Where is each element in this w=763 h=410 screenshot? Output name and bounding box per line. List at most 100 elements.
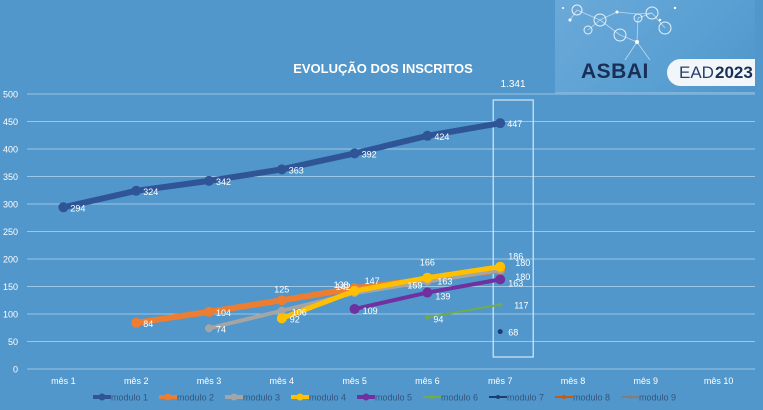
legend: modulo 1 modulo 2 modulo 3 modulo 4 modulo 5… [93,393,676,403]
network-graphic-icon [562,4,677,60]
legend-item: modulo 8 [555,393,610,403]
data-label: 147 [365,276,380,286]
y-tick-label: 300 [3,200,18,210]
data-point [422,130,433,141]
legend-marker [230,393,238,401]
data-label: 68 [508,328,518,338]
legend-label: modulo 3 [243,393,280,403]
legend-label: modulo 7 [507,393,544,403]
y-tick-label: 400 [3,145,18,155]
data-label: 163 [437,276,452,286]
data-point [495,261,506,272]
data-label: 324 [143,187,158,197]
y-tick-label: 450 [3,117,18,127]
data-label: 363 [289,165,304,175]
legend-label: modulo 8 [573,393,610,403]
legend-item: modulo 2 [159,393,214,403]
data-label: 186 [508,252,523,262]
total-annotation: 1.341 [500,79,525,90]
data-point [349,285,360,296]
data-label: 139 [435,292,450,302]
x-tick-label: mês 7 [488,376,513,386]
x-tick-label: mês 9 [634,376,659,386]
data-point [277,306,286,315]
legend-item: modulo 1 [93,393,148,403]
data-point [422,272,433,283]
data-label: 342 [216,177,231,187]
data-label: 104 [216,308,231,318]
legend-item: modulo 9 [621,393,676,403]
data-point [495,274,506,285]
logo-year: 2023 [715,63,753,82]
legend-label: modulo 9 [639,393,676,403]
y-tick-label: 200 [3,255,18,265]
data-label: 142 [336,282,351,292]
data-label: 106 [292,308,307,318]
logo-brand: ASBAI [581,60,649,83]
y-tick-label: 150 [3,282,18,292]
data-label: 163 [508,278,523,288]
series-lines [58,118,506,335]
data-point [349,148,360,159]
legend-item: modulo 7 [489,393,544,403]
x-tick-label: mês 8 [561,376,586,386]
data-point [276,164,287,175]
data-label: 117 [514,301,528,311]
gridlines [27,93,755,370]
data-label: 447 [507,119,522,129]
y-tick-label: 100 [3,310,18,320]
data-label: 84 [143,319,153,329]
series-line-modulo-3 [207,268,503,331]
x-tick-label: mês 1 [51,376,76,386]
legend-item: modulo 3 [225,393,280,403]
data-point [131,317,142,328]
data-label: 74 [216,324,226,334]
x-tick-label: mês 4 [270,376,295,386]
x-tick-label: mês 6 [415,376,440,386]
legend-label: modulo 1 [111,393,148,403]
logo-event: EAD [679,63,714,82]
data-point [425,315,430,320]
legend-marker [430,395,434,399]
chart-title: EVOLUÇÃO DOS INSCRITOS [293,61,473,76]
data-label: 294 [70,203,85,213]
data-label: 180 [515,272,530,282]
data-point [497,329,503,335]
legend-label: modulo 2 [177,393,214,403]
legend-label: modulo 6 [441,393,478,403]
data-point [58,202,69,213]
legend-marker [296,393,304,401]
y-tick-label: 250 [3,227,18,237]
legend-marker [362,393,370,401]
legend-item: modulo 4 [291,393,346,403]
data-point [422,287,433,298]
y-tick-label: 50 [8,337,18,347]
y-tick-label: 0 [13,365,18,375]
data-point [204,175,214,186]
data-point [276,313,287,324]
data-point [276,295,287,306]
legend-marker [98,393,106,401]
asbai-logo: ASBAI EAD 2023 [555,0,755,94]
data-point [495,118,506,129]
data-point [204,306,214,317]
y-axis-ticks: 0 50 100 150 200 250 300 350 400 450 500 [3,90,18,375]
legend-item: modulo 5 [357,393,412,403]
data-label: 166 [420,258,435,268]
data-label: 392 [362,149,377,159]
logo-pill [667,59,755,86]
series-line-modulo-4 [279,264,503,321]
data-point [498,302,503,307]
data-label: 92 [290,314,300,324]
x-tick-label: mês 2 [124,376,149,386]
data-label: 424 [434,132,449,142]
x-tick-label: mês 5 [342,376,367,386]
legend-item: modulo 6 [423,393,478,403]
legend-marker [628,395,632,399]
y-tick-label: 350 [3,172,18,182]
data-label: 180 [515,258,530,268]
data-label: 138 [334,280,349,290]
legend-label: modulo 5 [375,393,412,403]
